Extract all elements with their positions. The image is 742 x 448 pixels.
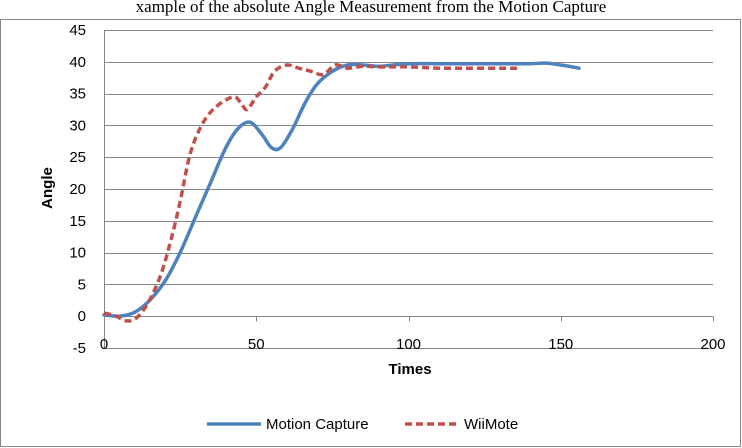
series-line-wiimote [103, 63, 522, 323]
x-tick-label: 150 [548, 336, 573, 353]
y-tick-label: 15 [69, 213, 86, 230]
y-tick-label: 10 [69, 245, 86, 262]
figure-caption: xample of the absolute Angle Measurement… [135, 0, 607, 16]
series-line-motion-capture [102, 61, 581, 319]
y-tick-label: 45 [69, 22, 86, 39]
x-tick-label: 100 [396, 336, 421, 353]
x-tick-label: 0 [100, 336, 108, 353]
legend: Motion Capture WiiMote [207, 416, 518, 433]
legend-label: Motion Capture [266, 416, 369, 433]
y-tick-label: -5 [73, 340, 86, 357]
legend-label: WiiMote [464, 416, 518, 433]
y-tick-label: 30 [69, 117, 86, 134]
y-tick-label: 5 [78, 276, 86, 293]
y-tick-label: 20 [69, 181, 86, 198]
axes: -5 0 5 10 15 20 25 30 35 40 45 0 50 100 150 200 [69, 22, 725, 357]
y-tick-label: 35 [69, 86, 86, 103]
y-tick-label: 40 [69, 54, 86, 71]
y-tick-label: 0 [78, 308, 86, 325]
y-axis-title: Angle [39, 167, 56, 209]
series-lines [102, 61, 581, 323]
x-tick-label: 200 [700, 336, 725, 353]
x-axis-title: Times [388, 361, 431, 378]
chart-area-border [0, 19, 741, 447]
gridlines [104, 30, 713, 349]
y-tick-label: 25 [69, 149, 86, 166]
x-tick-label: 50 [248, 336, 265, 353]
